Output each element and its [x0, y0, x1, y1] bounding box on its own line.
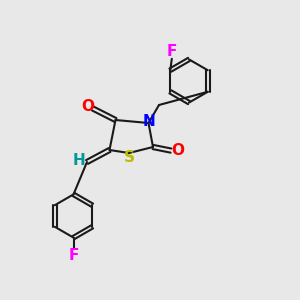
- Text: O: O: [81, 99, 94, 114]
- Text: N: N: [142, 114, 155, 129]
- Text: F: F: [68, 248, 79, 263]
- Text: H: H: [72, 153, 85, 168]
- Text: F: F: [167, 44, 177, 59]
- Text: S: S: [124, 150, 135, 165]
- Text: O: O: [171, 143, 184, 158]
